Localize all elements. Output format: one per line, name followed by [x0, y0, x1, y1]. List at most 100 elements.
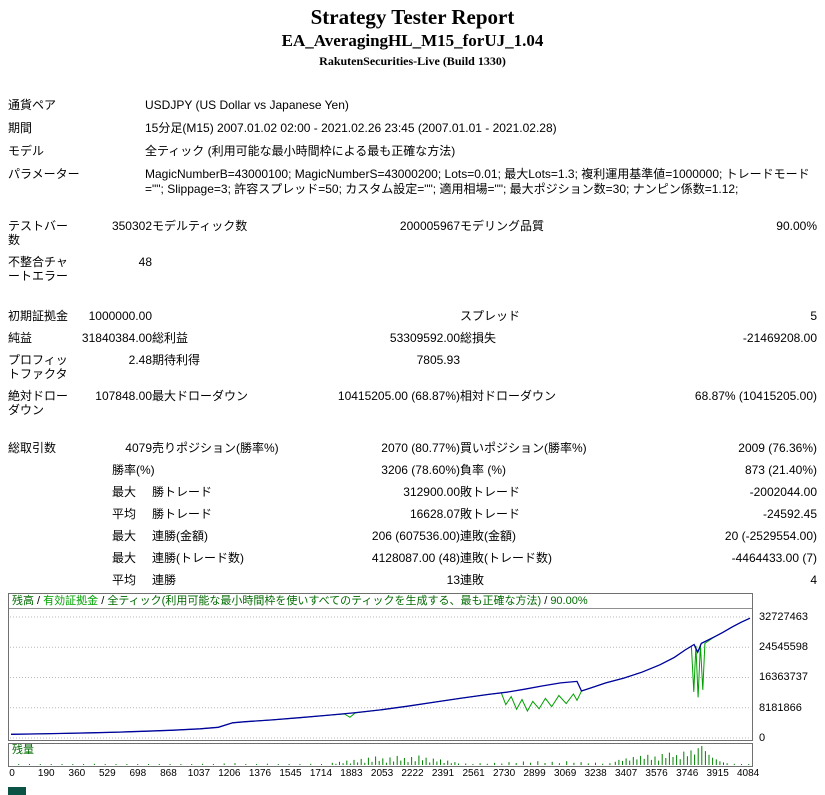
- ea-name: EA_AveragingHL_M15_forUJ_1.04: [281, 31, 544, 50]
- x-axis-tick-label: 1206: [218, 768, 241, 779]
- legend-item: 全ティック(利用可能な最小時間枠を使いすべてのティックを生成する、最も正確な方法…: [107, 595, 542, 607]
- lots-bar: [403, 758, 405, 765]
- stat-value: [610, 255, 817, 283]
- info-label: 通貨ペア: [8, 98, 57, 112]
- stat-label: 連勝(トレード数): [152, 551, 244, 565]
- lots-bar: [494, 762, 496, 765]
- stat-label: 不整合チャートエラー: [8, 255, 69, 283]
- lots-bar: [83, 764, 85, 765]
- lots-bar: [425, 757, 427, 765]
- lots-bar: [595, 762, 596, 765]
- stat-label: 期待利得: [152, 353, 201, 367]
- server-build: RakutenSecurities-Live (Build 1330): [319, 54, 506, 68]
- stat-label: [8, 573, 74, 587]
- lots-label: 残量: [12, 744, 34, 756]
- lots-bar: [360, 758, 362, 765]
- y-axis-tick-label: 16363737: [759, 671, 808, 684]
- stat-value: 16628.07: [409, 507, 460, 521]
- stat-value: 13: [446, 573, 460, 587]
- lots-bar: [551, 761, 553, 765]
- lots-bar: [537, 761, 539, 765]
- y-axis-tick-label: 32727463: [759, 611, 808, 623]
- x-axis-tick-label: 1376: [248, 768, 272, 779]
- lots-bar: [486, 763, 488, 765]
- x-axis-tick-label: 1545: [279, 768, 302, 779]
- stat-value: 3206 (78.60%): [381, 463, 460, 477]
- stat-label: 絶対ドローダウン: [8, 389, 69, 417]
- stat-value: 107848.00: [95, 389, 152, 403]
- info-label: 期間: [8, 121, 33, 135]
- lots-bar: [126, 764, 128, 765]
- stat-value: -21469208.00: [742, 331, 817, 345]
- lots-bar: [288, 764, 290, 765]
- lots-bar: [436, 761, 438, 765]
- balance-chart: 残高 / 有効証拠金 / 全ティック(利用可能な最小時間枠を使いすべてのティック…: [8, 593, 753, 741]
- stat-row: 不整合チャートエラー 48: [8, 251, 817, 287]
- lots-bar: [465, 763, 467, 765]
- lots-bar: [367, 757, 369, 765]
- lots-bar: [61, 764, 63, 765]
- stat-row: 勝率(%) 3206 (78.60%) 負率 (%) 873 (21.40%): [8, 459, 817, 481]
- lots-bar: [393, 761, 395, 765]
- stat-label: 平均: [112, 507, 137, 521]
- stat-value: 5: [810, 309, 817, 323]
- x-axis-tick-label: 2561: [462, 768, 485, 779]
- lots-bar: [385, 762, 387, 765]
- stat-value: 90.00%: [776, 219, 817, 233]
- stat-value: -24592.45: [762, 507, 817, 521]
- lots-bar: [654, 756, 656, 765]
- stat-label: 敗トレード: [460, 507, 521, 521]
- stat-label: [8, 551, 74, 565]
- lots-bar: [158, 764, 160, 765]
- stat-label: 売りポジション(勝率%): [152, 441, 279, 455]
- lots-bar: [618, 759, 620, 765]
- lots-bar: [522, 761, 524, 765]
- x-axis-tick-label: 868: [160, 768, 177, 779]
- stat-label: [152, 309, 310, 323]
- lots-bar: [191, 764, 193, 765]
- lots-bar: [353, 759, 355, 765]
- x-axis-tick-label: 2053: [370, 768, 394, 779]
- lots-bar: [690, 750, 692, 765]
- stat-label: [8, 463, 74, 477]
- info-value: 全ティック (利用可能な最小時間枠による最も正確な方法): [145, 144, 456, 158]
- lots-bar: [530, 762, 532, 765]
- stat-value: [610, 353, 817, 381]
- x-axis-tick-label: 3915: [706, 768, 729, 779]
- lots-bar: [346, 760, 348, 765]
- x-axis-tick-label: 529: [99, 768, 116, 779]
- lots-bar: [440, 759, 441, 765]
- lots-bar: [454, 762, 456, 765]
- stat-value: 53309592.00: [389, 331, 460, 345]
- stat-label: 総利益: [152, 331, 189, 345]
- stat-row: 最大 連勝(金額) 206 (607536.00) 連敗(金額) 20 (-252955…: [8, 525, 817, 547]
- lots-bar: [665, 758, 667, 765]
- x-axis-tick-label: 3407: [614, 768, 638, 779]
- stat-value: 312900.00: [403, 485, 460, 499]
- stat-value: 10415205.00 (68.87%): [337, 389, 460, 403]
- stat-row: 最大 勝トレード 312900.00 敗トレード -2002044.00: [8, 481, 817, 503]
- stat-label: モデルティック数: [152, 219, 248, 233]
- stat-label: 最大ドローダウン: [152, 389, 249, 403]
- lots-bars-svg: [18, 746, 750, 765]
- lots-bar: [339, 761, 340, 765]
- x-axis-tick-label: 0: [9, 768, 15, 779]
- stat-label: [8, 485, 74, 499]
- lots-bar: [277, 764, 279, 765]
- lots-bar: [658, 760, 660, 765]
- lots-bar: [672, 757, 674, 765]
- stat-row: 平均 連勝 13 連敗 4: [8, 569, 817, 591]
- stat-label: 総損失: [460, 331, 497, 345]
- info-row: 期間 15分足(M15) 2007.01.02 02:00 - 2021.02.2…: [8, 117, 817, 140]
- lots-bar: [544, 763, 546, 765]
- lots-bar: [180, 764, 182, 765]
- lots-bar: [741, 764, 742, 765]
- lots-bar: [697, 748, 699, 765]
- stat-value: [310, 309, 460, 323]
- lots-bar: [202, 763, 204, 765]
- lots-bar: [432, 758, 434, 765]
- lots-bar: [650, 759, 652, 765]
- lots-bar: [39, 764, 41, 765]
- lots-bar: [400, 760, 402, 765]
- lots-bar: [643, 758, 645, 765]
